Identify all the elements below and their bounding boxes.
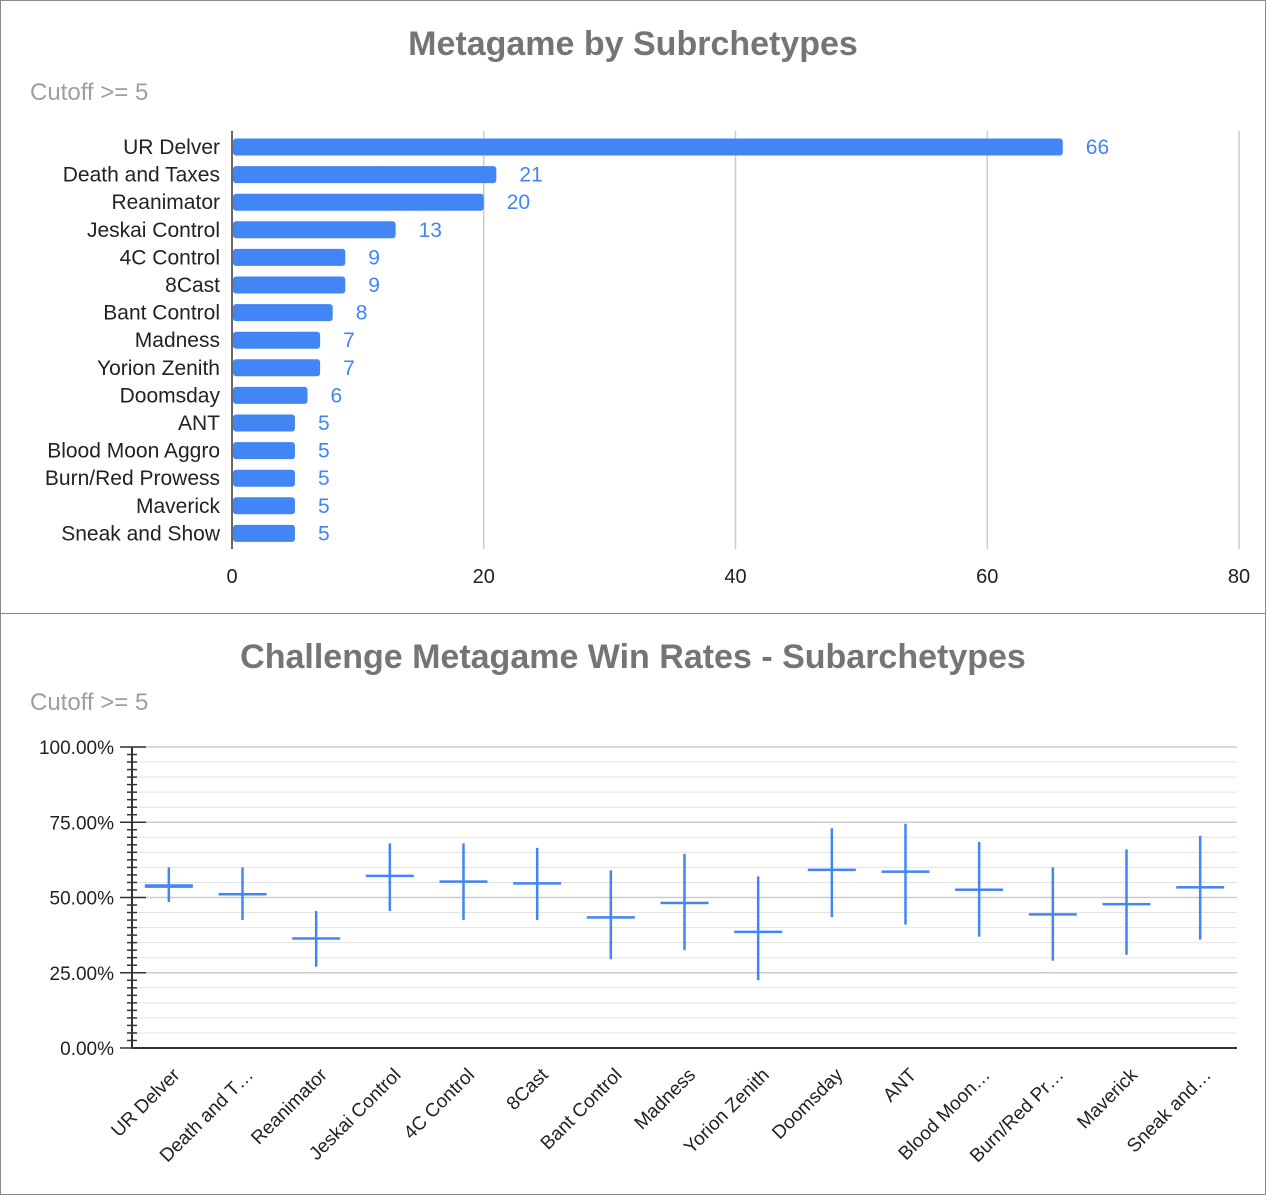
chart-subtitle: Cutoff >= 5: [30, 79, 149, 106]
candle-body: [881, 870, 930, 873]
x-tick-label: Maverick: [1073, 1064, 1142, 1133]
category-label: Doomsday: [120, 384, 221, 407]
candle-body: [586, 916, 635, 919]
data-label: 5: [318, 495, 330, 518]
candle-body: [439, 880, 488, 883]
y-tick-label: 0.00%: [60, 1039, 114, 1060]
candle-body: [144, 884, 193, 888]
x-tick-label: 60: [976, 566, 998, 588]
x-tick-label: 20: [473, 566, 495, 588]
chart-title: Challenge Metagame Win Rates - Subarchet…: [240, 638, 1026, 676]
bar: [233, 524, 295, 542]
data-label: 9: [368, 246, 380, 269]
bar: [233, 442, 295, 460]
category-label: Blood Moon Aggro: [47, 440, 220, 463]
category-label: Reanimator: [111, 191, 220, 214]
panel-divider: [0, 613, 1266, 614]
y-tick-label: 25.00%: [50, 964, 115, 985]
data-label: 21: [519, 164, 542, 187]
category-label: Madness: [135, 329, 220, 352]
data-label: 7: [343, 357, 355, 380]
data-label: 7: [343, 329, 355, 352]
data-label: 20: [507, 191, 530, 214]
candle-body: [734, 930, 783, 934]
bar: [233, 248, 346, 266]
candle-body: [807, 868, 856, 872]
bar: [233, 359, 321, 377]
x-tick-label: 4C Control: [400, 1065, 479, 1144]
category-label: Death and Taxes: [63, 164, 220, 187]
bar: [233, 414, 295, 432]
bar: [233, 497, 295, 515]
data-label: 5: [318, 440, 330, 463]
x-tick-label: 0: [226, 566, 237, 588]
data-label: 66: [1086, 136, 1109, 159]
x-tick-label: 8Cast: [503, 1064, 553, 1114]
y-tick-label: 50.00%: [50, 889, 115, 910]
category-label: ANT: [178, 412, 220, 435]
x-tick-label: ANT: [879, 1064, 921, 1106]
candle-body: [1102, 902, 1151, 906]
bar: [233, 166, 497, 184]
chart-title: Metagame by Subrchetypes: [408, 25, 858, 63]
chart-subtitle: Cutoff >= 5: [30, 689, 149, 716]
candlestick-chart-plot: 0.00% 25.00% 50.00% 75.00% 100.00% UR Delver D…: [39, 738, 1237, 1167]
bar-chart-plot: 0 20 40 60 80 UR Delver 66 Death and Taxes 21 Rea…: [45, 131, 1250, 588]
category-label: Jeskai Control: [87, 219, 220, 242]
candle-body: [218, 892, 267, 896]
bar: [233, 469, 295, 487]
data-label: 5: [318, 412, 330, 435]
category-label: 8Cast: [165, 274, 220, 297]
y-tick-label: 100.00%: [39, 738, 114, 759]
candle-body: [292, 937, 341, 940]
data-label: 8: [356, 302, 368, 325]
x-tick-label: Doomsday: [768, 1064, 847, 1143]
x-tick-label: UR Delver: [108, 1064, 185, 1141]
category-label: Bant Control: [103, 302, 220, 325]
category-label: UR Delver: [123, 136, 220, 159]
category-label: 4C Control: [120, 246, 220, 269]
candle-body: [365, 874, 414, 878]
category-label: Yorion Zenith: [97, 357, 220, 380]
candle-body: [660, 901, 709, 905]
x-tick-label: 40: [724, 566, 746, 588]
bar: [233, 386, 308, 404]
data-label: 5: [318, 467, 330, 490]
bar: [233, 221, 396, 239]
bar: [233, 331, 321, 349]
bar: [233, 276, 346, 294]
bar: [233, 193, 484, 211]
candle-body: [1028, 913, 1077, 916]
x-tick-label: Madness: [631, 1065, 700, 1134]
bar: [233, 304, 333, 322]
x-tick-label: 80: [1228, 566, 1250, 588]
y-tick-label: 75.00%: [50, 813, 115, 834]
bar: [233, 138, 1063, 156]
category-label: Sneak and Show: [61, 522, 221, 545]
category-label: Maverick: [136, 495, 221, 518]
data-label: 5: [318, 522, 330, 545]
candle-body: [955, 888, 1004, 891]
metagame-bar-panel: Metagame by Subrchetypes Cutoff >= 5 0 20…: [1, 1, 1265, 613]
category-label: Burn/Red Prowess: [45, 467, 220, 490]
candle-body: [513, 882, 562, 885]
data-label: 13: [419, 219, 442, 242]
candle-body: [1176, 886, 1225, 889]
winrate-candle-panel: Challenge Metagame Win Rates - Subarchet…: [1, 614, 1265, 1194]
data-label: 9: [368, 274, 380, 297]
data-label: 6: [331, 384, 343, 407]
